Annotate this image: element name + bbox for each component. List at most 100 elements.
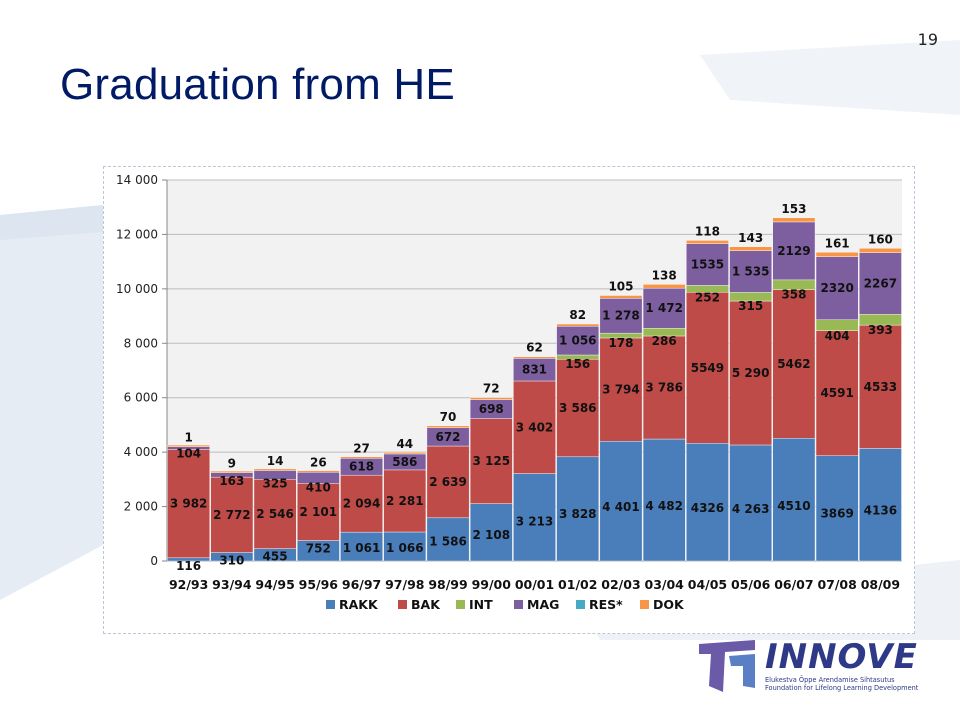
legend-label: BAK [411,597,441,612]
logo-tagline-et: Elukestva Õppe Arendamise Sihtasutus [765,676,895,684]
data-label-mag: 1 535 [732,265,770,279]
y-tick-label: 12 000 [116,227,158,241]
data-label-rakk: 4 401 [602,500,640,514]
bar-segment-mag [729,250,772,293]
data-label-dok: 70 [440,410,457,424]
bar-segment-rakk [599,441,643,562]
bar-segment-rakk [729,444,772,562]
bar-segment-dok [426,425,470,428]
legend-label: DOK [653,597,685,612]
bar-segment-bak [167,449,210,559]
bar-segment-bak [469,418,513,504]
bar-segment-bak [340,474,383,533]
bar-segment-dok [383,452,427,455]
y-tick-label: 6 000 [124,391,158,405]
bar-segment-bak [253,479,297,549]
bar-segment-dok [815,252,859,257]
bar-segment-dok [253,468,297,471]
bar-segment-rakk [513,473,556,562]
data-label-mag: 698 [479,402,504,416]
data-label-mag: 586 [392,455,417,469]
data-label-int: 393 [868,323,893,337]
x-tick-label: 98/99 [428,577,467,592]
bar-segment-mag [599,298,643,334]
bar-segment-bak [210,476,254,553]
chart-frame: 0 2 000 4 000 6 000 8 000 10 000 12 000 14 000 1… [103,166,915,634]
data-label-dok: 118 [695,224,720,238]
data-label-dok: 161 [825,236,850,250]
data-label-dok: 9 [228,456,236,470]
y-tick-label: 2 000 [124,500,158,514]
data-label-mag: 672 [435,430,460,444]
bar-segment-dok [556,323,600,327]
legend-label: INT [469,597,493,612]
x-tick-label: 03/04 [645,577,685,592]
slide-title: Graduation from HE [60,60,455,109]
stacked-bar-chart: 0 2 000 4 000 6 000 8 000 10 000 12 000 14 000 1… [116,173,902,612]
data-label-mag: 831 [522,363,547,377]
logo-tagline-en: Foundation for Lifelong Learning Develop… [765,684,919,692]
legend-label: RAKK [339,597,379,612]
bar-segment-mag [686,243,729,286]
x-tick-label: 02/03 [601,577,640,592]
legend-swatch [326,600,335,609]
legend-swatch [398,600,407,609]
data-label-mag: 2320 [820,281,853,295]
data-label-bak: 2 094 [343,497,381,511]
data-label-rakk: 4 482 [645,499,683,513]
bar-segment-dok [340,456,383,459]
data-label-rakk: 1 066 [386,541,424,555]
bar-segment-bak [556,359,600,458]
data-label-bak: 4591 [820,386,853,400]
data-label-dok: 82 [569,308,586,322]
x-tick-label: 01/02 [558,577,597,592]
y-tick-label: 8 000 [124,336,158,350]
legend-swatch [640,600,649,609]
data-label-dok: 153 [781,202,806,216]
data-label-mag: 2129 [777,244,810,258]
x-tick-label: 06/07 [774,577,813,592]
data-label-dok: 105 [608,279,633,293]
bar-segment-bak [772,289,816,439]
data-label-mag: 163 [219,474,244,488]
data-label-dok: 160 [868,232,893,246]
x-tick-label: 95/96 [299,577,339,592]
bar-segment-dok [772,217,816,223]
legend-swatch [576,600,585,609]
bar-segment-mag [556,326,600,356]
bar-segment-bak [686,292,729,444]
x-tick-label: 07/08 [817,577,856,592]
bar-segment-mag [815,256,859,320]
data-label-rakk: 1 061 [343,541,381,555]
data-label-bak: 2 281 [386,494,424,508]
data-label-int: 178 [608,336,633,350]
data-label-mag: 1 056 [559,334,597,348]
data-label-bak: 3 586 [559,401,597,415]
data-label-rakk: 4 263 [732,502,770,516]
data-label-dok: 14 [267,454,284,468]
data-label-rakk: 3869 [820,507,853,521]
bar-segment-rakk [426,517,470,562]
data-label-mag: 325 [263,476,288,490]
legend-swatch [514,600,523,609]
data-label-dok: 72 [483,382,500,396]
bar-segment-bak [513,380,556,474]
data-label-bak: 5462 [777,357,810,371]
data-label-rakk: 2 108 [472,528,510,542]
x-tick-label: 94/95 [255,577,294,592]
legend-label: MAG [527,597,559,612]
bar-segment-bak [426,445,470,519]
bar-segment-bak [383,469,427,533]
data-label-dok: 27 [353,442,370,456]
data-label-mag: 618 [349,460,374,474]
bar-segment-dok [167,444,210,447]
legend-label: RES* [589,597,623,612]
data-label-dok: 138 [652,268,677,282]
bar-segment-mag [772,221,816,281]
bar-segment-rakk [815,455,859,562]
y-tick-label: 10 000 [116,282,158,296]
data-label-dok: 1 [184,431,192,445]
data-label-bak: 2 101 [300,505,338,519]
bar-segment-mag [859,252,902,315]
innove-logo: INNOVE Elukestva Õppe Arendamise Sihtasu… [695,636,920,696]
